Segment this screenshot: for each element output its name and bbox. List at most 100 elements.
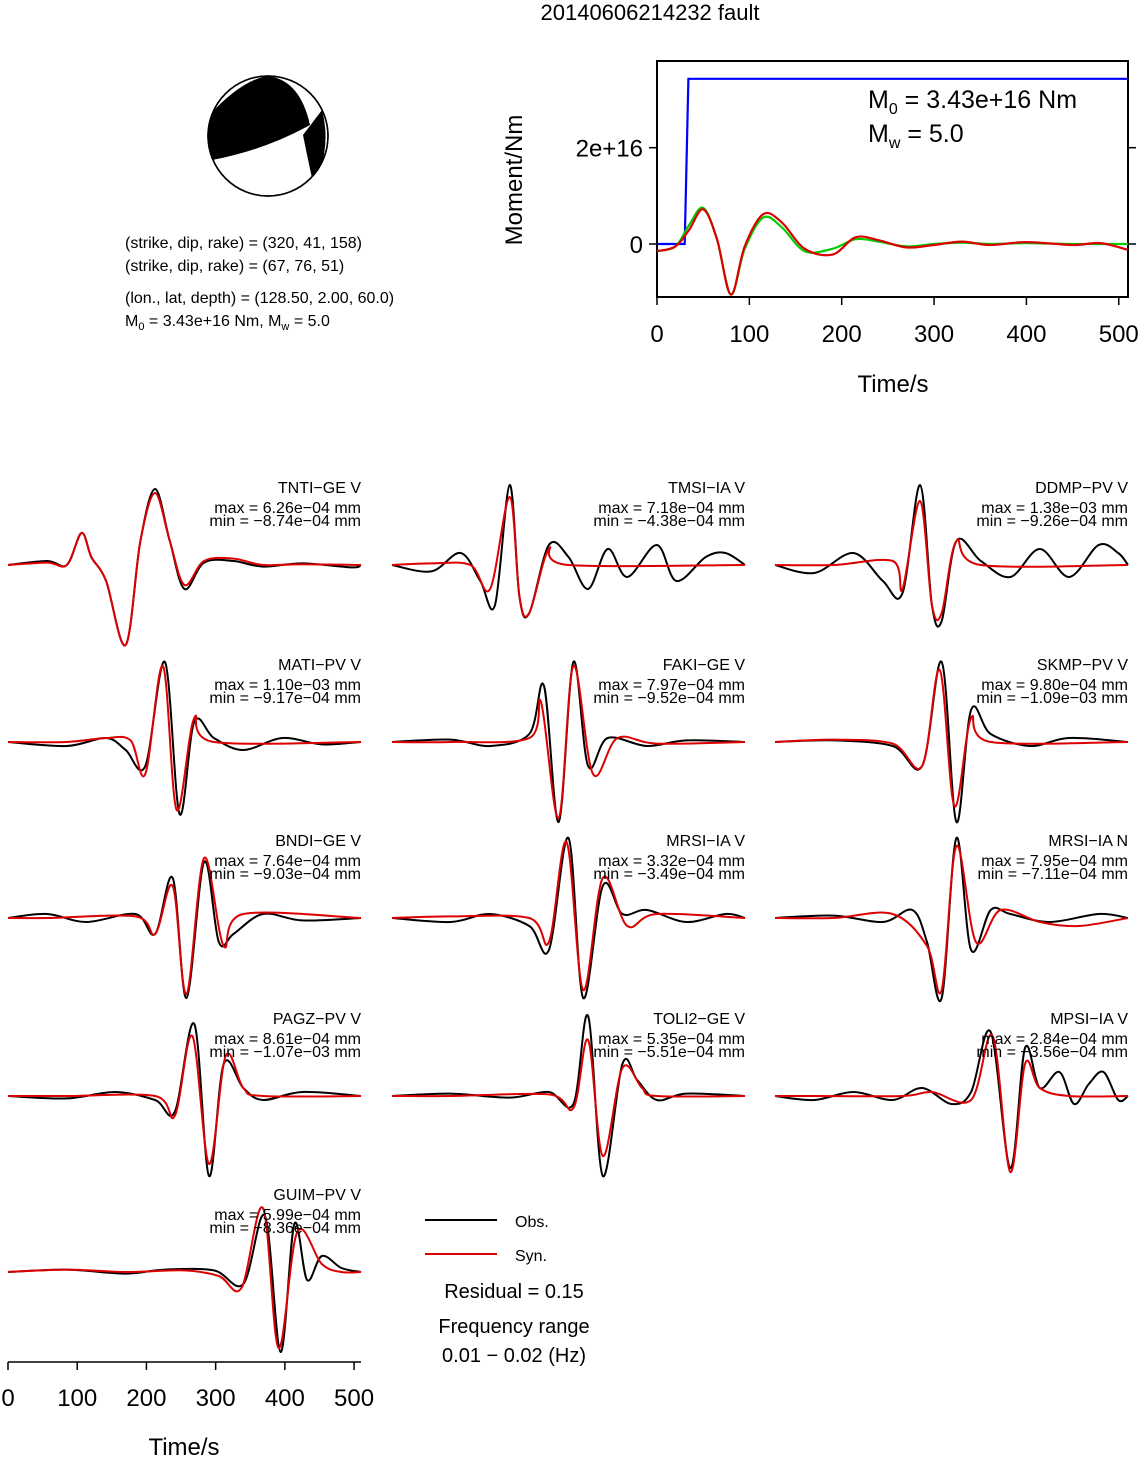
station-max: max = 7.97e−04 mm (598, 677, 745, 694)
obs-trace (774, 1029, 1129, 1170)
obs-trace (774, 660, 1129, 824)
syn-trace (774, 844, 1129, 995)
station-min: min = −9.26e−04 mm (976, 513, 1128, 530)
waveform-x-tick-label: 400 (265, 1385, 305, 1412)
waveform-x-tick-label: 500 (334, 1385, 374, 1412)
moment-y-label: Moment/Nm (501, 115, 528, 246)
moment-subw: w (280, 321, 289, 333)
station-name: PAGZ−PV V (273, 1011, 362, 1028)
obs-trace (774, 836, 1129, 1003)
station-name: BNDI−GE V (275, 833, 361, 850)
mw-suffix: = 5.0 (289, 313, 330, 330)
waveform-x-tick-label: 0 (1, 1385, 14, 1412)
moment-box-m0-main: M (868, 86, 889, 114)
station-name: DDMP−PV V (1035, 480, 1128, 497)
moment-box-mw-value: = 5.0 (900, 120, 963, 148)
moment-x-tick-label: 500 (1099, 321, 1139, 348)
moment-text: M0 = 3.43e+16 Nm, Mw = 5.0 (125, 313, 330, 333)
beachball-icon (207, 75, 329, 197)
station-min: min = −1.09e−03 mm (976, 690, 1128, 707)
moment-x-tick-label: 0 (650, 321, 663, 348)
station-min: min = −8.36e−04 mm (209, 1220, 361, 1237)
syn-trace (774, 499, 1129, 622)
syn-trace (391, 1038, 746, 1158)
legend-obs-label: Obs. (515, 1214, 549, 1231)
station-min: min = −3.56e−04 mm (976, 1044, 1128, 1061)
moment-m: M (125, 313, 138, 330)
moment-chart: 0 100 200 300 400 500 0 2e+16 Time/s Moment/Nm… (501, 60, 1139, 398)
moment-y-tick-label: 0 (630, 232, 643, 259)
station-max: max = 7.95e−04 mm (981, 853, 1128, 870)
station-name: TNTI−GE V (278, 480, 361, 497)
moment-suffix: = 3.43e+16 Nm, M (144, 313, 281, 330)
moment-x-tick-label: 200 (822, 321, 862, 348)
moment-x-label: Time/s (857, 371, 928, 398)
moment-box-mw-sub: w (888, 135, 901, 152)
station-name: TOLI2−GE V (653, 1011, 745, 1028)
moment-box-m0-value: = 3.43e+16 Nm (898, 86, 1077, 114)
moment-series-2 (656, 208, 1129, 296)
station-max: max = 3.32e−04 mm (598, 853, 745, 870)
syn-trace (7, 1034, 362, 1166)
station-max: max = 5.35e−04 mm (598, 1031, 745, 1048)
obs-trace (391, 836, 746, 1000)
station-name: MRSI−IA N (1048, 833, 1128, 850)
station-min: min = −1.07e−03 mm (209, 1044, 361, 1061)
station-min: min = −9.52e−04 mm (593, 690, 745, 707)
station-max: max = 9.80e−04 mm (981, 677, 1128, 694)
obs-trace (7, 860, 362, 1000)
residual-text: Residual = 0.15 (444, 1281, 584, 1303)
moment-box-m0: M0 = 3.43e+16 Nm (868, 86, 1077, 118)
station-name: TMSI−IA V (668, 480, 745, 497)
station-max: max = 2.84e−04 mm (981, 1031, 1128, 1048)
syn-trace (391, 664, 746, 820)
moment-chart-frame (656, 60, 1129, 298)
legend-syn-label: Syn. (515, 1248, 547, 1265)
moment-x-tick-label: 100 (729, 321, 769, 348)
station-name: MRSI−IA V (666, 833, 745, 850)
syn-trace (391, 495, 746, 618)
station-max: max = 1.10e−03 mm (214, 677, 361, 694)
station-name: GUIM−PV V (273, 1187, 361, 1204)
waveform-time-axis: 0 100 200 300 400 500 Time/s (1, 1361, 374, 1457)
moment-x-tick-label: 300 (914, 321, 954, 348)
station-min: min = −9.03e−04 mm (209, 866, 361, 883)
station-min: min = −3.49e−04 mm (593, 866, 745, 883)
moment-box-m0-sub: 0 (889, 101, 898, 118)
legend: Obs. Syn. Residual = 0.15 Frequency rang… (425, 1214, 590, 1367)
station-min: min = −9.17e−04 mm (209, 690, 361, 707)
location-text: (lon., lat, depth) = (128.50, 2.00, 60.0… (125, 290, 394, 307)
mechanism-info: (strike, dip, rake) = (320, 41, 158) (st… (125, 235, 394, 333)
moment-y-ticks: 0 2e+16 (576, 136, 1136, 259)
obs-trace (7, 1213, 362, 1354)
moment-series-1 (656, 206, 1129, 296)
moment-x-tick-label: 400 (1006, 321, 1046, 348)
plane1-text: (strike, dip, rake) = (320, 41, 158) (125, 235, 362, 252)
moment-series-0 (657, 77, 1128, 246)
syn-trace (7, 664, 362, 812)
freq-range: 0.01 − 0.02 (Hz) (442, 1345, 586, 1367)
freq-label: Frequency range (438, 1316, 589, 1338)
moment-sub0: 0 (138, 321, 144, 333)
syn-trace (774, 1033, 1129, 1174)
station-max: max = 1.38e−03 mm (981, 500, 1128, 517)
syn-trace (7, 1206, 362, 1350)
moment-x-ticks: 0 100 200 300 400 500 (650, 297, 1139, 348)
station-max: max = 8.61e−04 mm (214, 1031, 361, 1048)
obs-trace (774, 483, 1129, 628)
station-min: min = −7.11e−04 mm (978, 866, 1128, 883)
waveform-x-ticks: 0 100 200 300 400 500 (1, 1362, 374, 1412)
syn-trace (7, 491, 362, 647)
